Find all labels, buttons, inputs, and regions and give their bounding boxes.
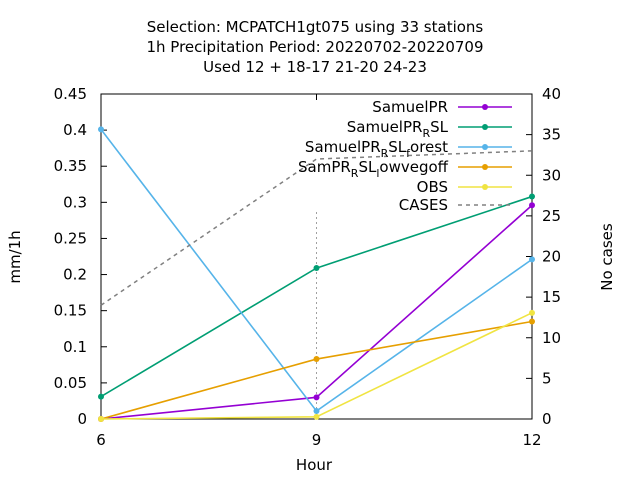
- legend-label: SamuelPR: [372, 98, 448, 116]
- data-point: [529, 193, 535, 200]
- y2-axis-label: No cases: [598, 223, 616, 291]
- y-axis-left: 0 0.05 0.1 0.15 0.2 0.25 0.3 0.35 0.4 0.45: [54, 85, 107, 428]
- y2-tick-label: 5: [542, 369, 552, 387]
- legend-label: CASES: [399, 196, 448, 214]
- legend-marker: [482, 184, 488, 190]
- legend-label: SamuelPRRSL: [347, 118, 449, 140]
- y-tick-label: 0.4: [63, 121, 87, 139]
- y2-tick-label: 25: [542, 207, 561, 225]
- x-axis: 6 9 12: [96, 94, 542, 449]
- x-tick-label: 9: [312, 431, 322, 449]
- y2-tick-label: 40: [542, 85, 561, 103]
- legend-label: SamPRRSLlowvegoff: [298, 158, 449, 180]
- legend: SamuelPR SamuelPRRSLSamuelPRRSLforestSamP…: [298, 98, 512, 214]
- y-tick-label: 0.45: [54, 85, 87, 103]
- data-point: [529, 309, 535, 316]
- y2-tick-label: 20: [542, 248, 561, 266]
- data-point: [313, 408, 320, 415]
- data-point: [313, 265, 320, 272]
- y-tick-label: 0.15: [54, 302, 87, 320]
- y2-tick-label: 30: [542, 166, 561, 184]
- legend-marker: [482, 104, 488, 110]
- y-tick-label: 0.1: [63, 338, 87, 356]
- title-line-1: Selection: MCPATCH1gt075 using 33 statio…: [147, 18, 484, 36]
- y-axis-right: 0 5 10 15 20 25 30 35 40: [526, 85, 561, 428]
- title-line-3: Used 12 + 18-17 21-20 24-23: [203, 58, 427, 76]
- legend-item: SamPRRSLlowvegoff: [298, 158, 512, 180]
- y-tick-label: 0.35: [54, 157, 87, 175]
- y-tick-label: 0.25: [54, 229, 87, 247]
- x-axis-label: Hour: [296, 456, 333, 474]
- chart-title: Selection: MCPATCH1gt075 using 33 statio…: [146, 18, 483, 76]
- series-OBS: [98, 309, 535, 422]
- legend-item: SamuelPRRSLforest: [305, 138, 512, 160]
- y2-tick-label: 35: [542, 126, 561, 144]
- x-tick-label: 12: [522, 431, 541, 449]
- legend-marker: [482, 164, 488, 170]
- data-point: [98, 393, 104, 400]
- series-line: [100, 195, 533, 398]
- y-tick-label: 0: [77, 410, 87, 428]
- series-group: [98, 126, 535, 422]
- data-point: [313, 413, 320, 420]
- data-point: [529, 318, 535, 325]
- data-point: [313, 394, 320, 401]
- series-SamPR_RSL_lowvegoff: [98, 318, 535, 422]
- legend-item: OBS: [417, 178, 512, 196]
- legend-item: SamuelPR: [372, 98, 512, 116]
- y2-tick-label: 0: [542, 410, 552, 428]
- series-SamuelPR_RSL_forest: [98, 126, 535, 415]
- y-tick-label: 0.2: [63, 266, 87, 284]
- data-point: [529, 202, 535, 209]
- y2-tick-label: 15: [542, 288, 561, 306]
- title-line-2: 1h Precipitation Period: 20220702-202207…: [146, 38, 483, 56]
- y-axis-label: mm/1h: [6, 230, 24, 283]
- y-tick-label: 0.3: [63, 193, 87, 211]
- data-point: [529, 256, 535, 263]
- x-tick-label: 6: [96, 431, 106, 449]
- y-tick-label: 0.05: [54, 374, 87, 392]
- y2-tick-label: 10: [542, 329, 561, 347]
- data-point: [313, 356, 320, 363]
- legend-marker: [482, 144, 488, 150]
- legend-marker: [482, 124, 488, 130]
- legend-label: OBS: [417, 178, 448, 196]
- legend-label: SamuelPRRSLforest: [305, 138, 448, 160]
- legend-item: CASES: [399, 196, 512, 214]
- data-point: [98, 416, 104, 422]
- series-line: [100, 320, 533, 420]
- legend-item: SamuelPRRSL: [347, 118, 512, 140]
- data-point: [98, 126, 104, 133]
- series-SamuelPR_RSL: [98, 193, 535, 400]
- series-SamuelPR: [98, 202, 535, 422]
